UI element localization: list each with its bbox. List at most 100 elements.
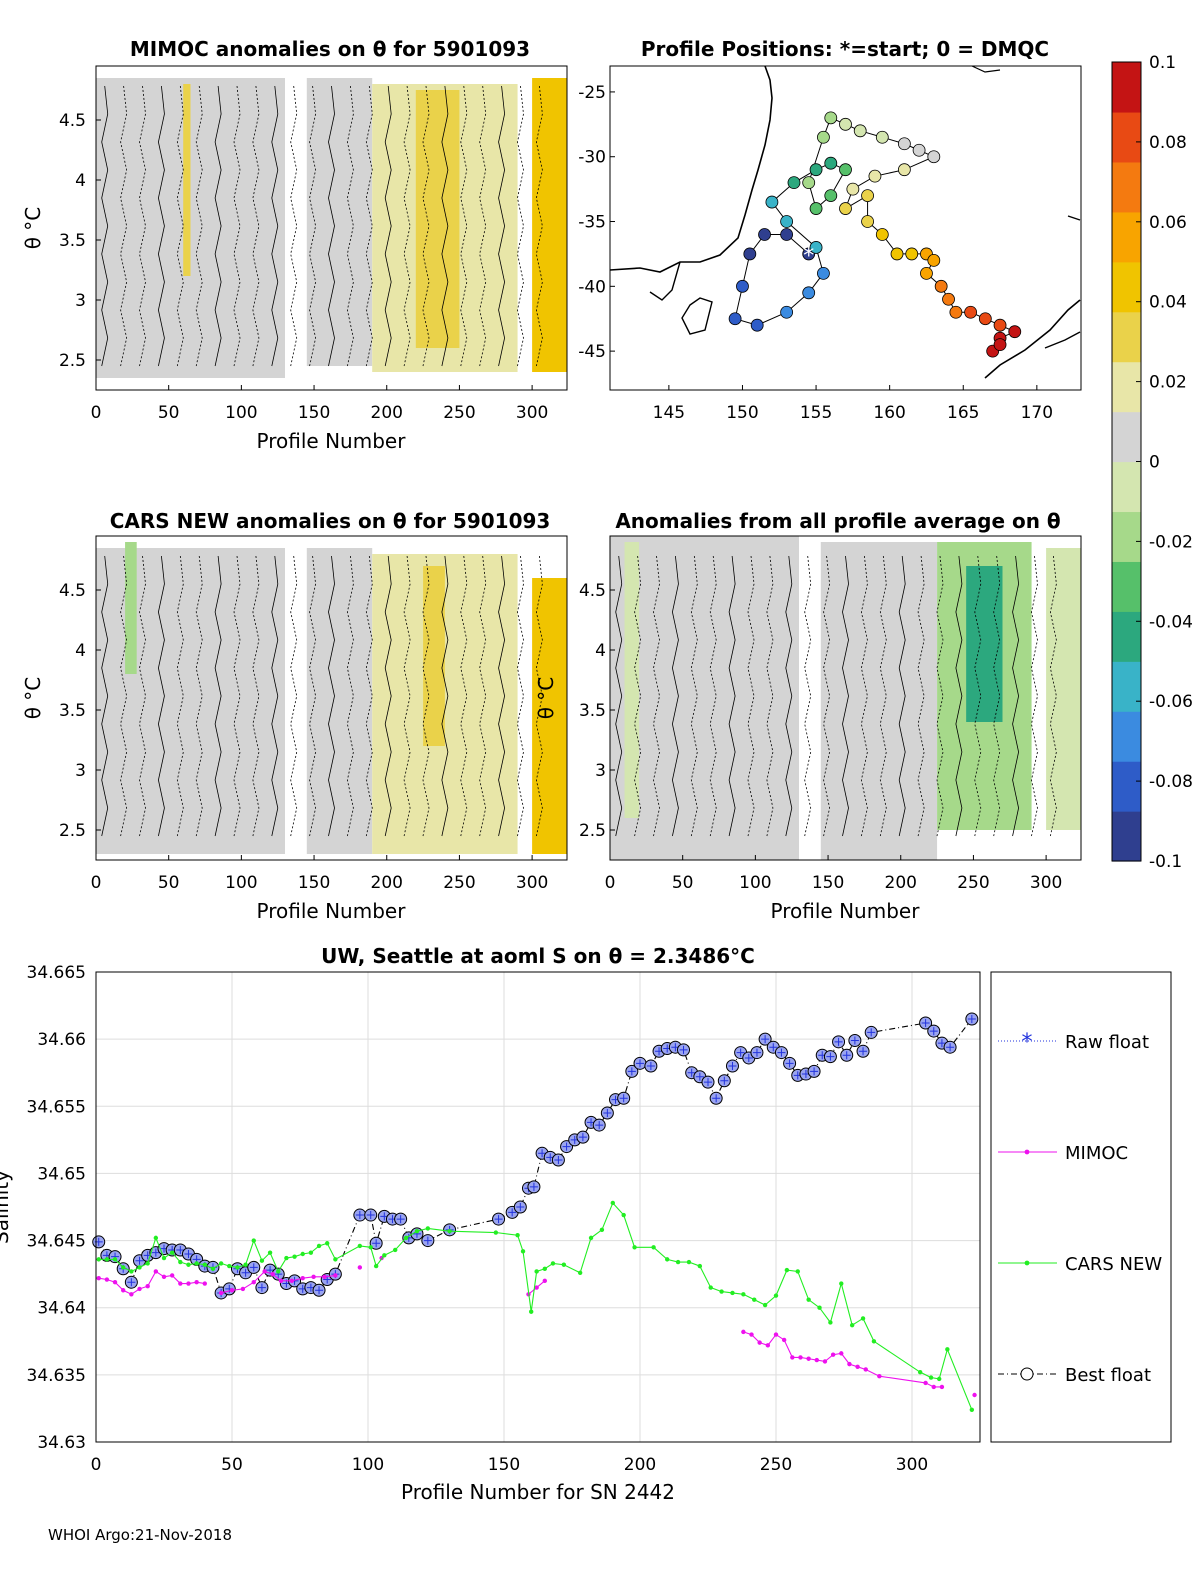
cars-point [202, 1262, 207, 1267]
cars-point [621, 1212, 626, 1218]
map-profile-point [978, 312, 992, 326]
cars-anomaly-band [125, 542, 137, 674]
cars-point [493, 1230, 499, 1235]
map-profile-point [964, 305, 978, 319]
mimoc-point [806, 1356, 811, 1361]
salinity-ytick-label: 34.66 [37, 1030, 86, 1050]
mimoc-ytick-label: 4.5 [59, 111, 86, 131]
legend-cars-marker [1024, 1260, 1030, 1266]
legend-mimoc-marker [1024, 1149, 1030, 1155]
mimoc-point [855, 1364, 860, 1370]
raw-float-star [810, 1067, 819, 1076]
colorbar-tick-label: 0.1 [1149, 53, 1176, 73]
allavg-ytick-label: 4 [595, 641, 606, 661]
raw-float-star [704, 1078, 712, 1087]
cars-point [325, 1241, 330, 1246]
map-ytick-label: -25 [578, 83, 606, 103]
cars-point [665, 1257, 670, 1262]
mimoc-point [289, 1278, 295, 1284]
salinity-xtick-label: 0 [91, 1455, 102, 1475]
raw-float-star [636, 1059, 644, 1068]
raw-float-star [946, 1043, 955, 1052]
mimoc-point [270, 1271, 275, 1277]
map-profile-point [839, 117, 852, 131]
raw-float-star [603, 1109, 612, 1117]
map-profile-point [802, 286, 816, 300]
cars-point [373, 1263, 379, 1269]
mimoc-point [757, 1340, 762, 1345]
cars-point [937, 1376, 942, 1382]
raw-float-star [562, 1142, 571, 1151]
map-profile-point [839, 202, 852, 215]
raw-float-star [850, 1036, 859, 1045]
map-profile-point [927, 150, 941, 164]
cars-point [520, 1249, 526, 1254]
raw-float-star [728, 1062, 737, 1070]
raw-float-star [761, 1035, 770, 1044]
colorbar-tick-label: 0 [1149, 453, 1160, 473]
cars-point [849, 1322, 855, 1328]
colorbar-step [1112, 411, 1141, 463]
raw-float-star [529, 1182, 538, 1191]
allavg-contour [785, 555, 793, 837]
colorbar-step [1112, 561, 1141, 612]
allavg-xtick-label: 50 [672, 873, 694, 893]
mimoc-point [781, 1337, 787, 1343]
cars-contour [158, 555, 165, 837]
cars-point [137, 1265, 142, 1270]
raw-float-star [842, 1051, 851, 1060]
mimoc-ytick-label: 3 [75, 291, 86, 311]
map-profile-point [817, 266, 830, 280]
cars-contour [214, 555, 222, 837]
raw-float-star [184, 1250, 193, 1258]
cars-point [178, 1259, 183, 1265]
cars-point [741, 1292, 746, 1297]
legend-label: CARS NEW [1065, 1254, 1162, 1275]
map-profile-point [868, 169, 882, 183]
colorbar-step [1112, 161, 1141, 213]
cars-point [871, 1339, 877, 1344]
cars-point [276, 1269, 281, 1274]
map-profile-point [949, 305, 963, 319]
allavg-panel: Anomalies from all profile average on θ … [534, 509, 1082, 923]
cars-point [316, 1243, 322, 1249]
raw-float-star [372, 1239, 381, 1248]
raw-float-star [127, 1278, 136, 1287]
raw-float-star [257, 1283, 266, 1292]
cars-point [561, 1262, 567, 1267]
cars-point [186, 1262, 191, 1267]
map-xtick-label: 150 [726, 403, 758, 423]
map-profile-point [809, 163, 823, 177]
legend-best-marker [1020, 1367, 1034, 1381]
salinity-xtick-label: 150 [488, 1455, 520, 1475]
map-profile-point [787, 176, 801, 190]
map-profile-point [736, 279, 749, 293]
mimoc-point [790, 1355, 795, 1360]
cars-point [806, 1297, 811, 1302]
colorbar-step [1112, 661, 1141, 712]
cars-ylabel: θ °C [21, 677, 45, 720]
allavg-xtick-label: 300 [1030, 873, 1062, 893]
map-profile-point [809, 241, 823, 254]
raw-float-star [538, 1149, 547, 1158]
cars-point [104, 1257, 110, 1262]
mimoc-point [972, 1392, 977, 1398]
mimoc-contour [101, 85, 109, 367]
mimoc-contour [214, 85, 222, 367]
cars-point [403, 1235, 409, 1241]
cars-contour [101, 555, 109, 837]
cars-anomaly-band [423, 566, 445, 746]
cars-point [243, 1262, 248, 1267]
colorbar-step [1112, 611, 1141, 662]
cars-title: CARS NEW anomalies on θ for 5901093 [110, 509, 551, 533]
raw-float-star [627, 1067, 636, 1076]
mimoc-axes-box [95, 65, 568, 391]
mimoc-xtick-label: 200 [371, 403, 403, 423]
map-xtick-label: 160 [873, 403, 905, 423]
allavg-contour [804, 555, 812, 837]
mimoc-point [278, 1278, 284, 1284]
colorbar-tick-label: -0.04 [1149, 612, 1193, 632]
mimoc-point [830, 1352, 836, 1357]
cars-xtick-label: 200 [371, 873, 403, 893]
mimoc-point [322, 1274, 327, 1280]
